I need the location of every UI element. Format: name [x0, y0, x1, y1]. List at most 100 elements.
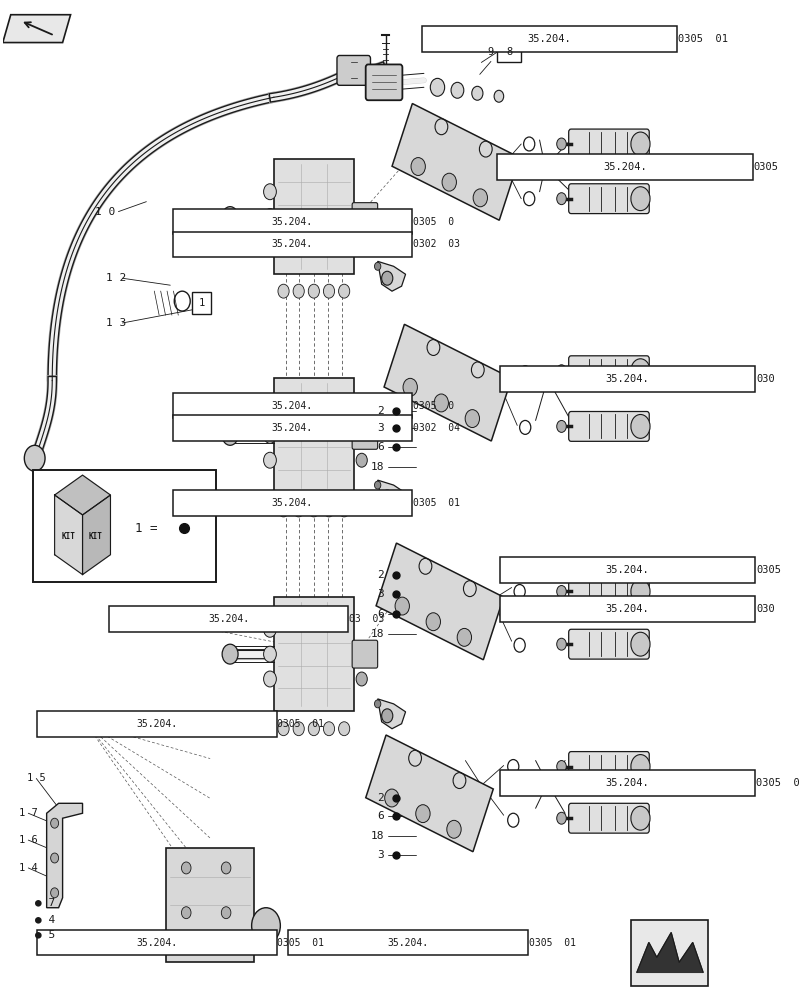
FancyBboxPatch shape	[499, 596, 754, 622]
Circle shape	[465, 410, 479, 428]
Text: 1 0: 1 0	[95, 207, 115, 217]
Polygon shape	[46, 803, 83, 908]
Circle shape	[457, 628, 471, 646]
Circle shape	[630, 187, 650, 211]
Polygon shape	[377, 480, 405, 510]
Circle shape	[308, 503, 319, 517]
Circle shape	[446, 820, 461, 838]
FancyBboxPatch shape	[499, 557, 754, 583]
FancyBboxPatch shape	[191, 292, 211, 314]
Polygon shape	[377, 699, 405, 729]
FancyBboxPatch shape	[173, 415, 412, 441]
FancyBboxPatch shape	[288, 930, 527, 955]
Circle shape	[556, 638, 565, 650]
Circle shape	[264, 646, 276, 662]
Circle shape	[410, 158, 425, 175]
Text: 0305  0: 0305 0	[755, 778, 799, 788]
Text: 0305  01: 0305 01	[677, 34, 727, 44]
Text: 0302  04: 0302 04	[413, 423, 459, 433]
Circle shape	[308, 722, 319, 736]
FancyBboxPatch shape	[273, 159, 354, 274]
Circle shape	[264, 233, 276, 249]
FancyBboxPatch shape	[568, 356, 649, 386]
FancyBboxPatch shape	[273, 597, 354, 711]
Circle shape	[434, 394, 448, 412]
FancyBboxPatch shape	[166, 848, 254, 962]
Text: 1 4: 1 4	[19, 863, 37, 873]
Text: 2: 2	[377, 793, 384, 803]
Circle shape	[556, 365, 565, 377]
Polygon shape	[2, 15, 71, 43]
Circle shape	[338, 722, 350, 736]
FancyBboxPatch shape	[496, 41, 521, 62]
Circle shape	[356, 672, 367, 686]
Text: 0305  01: 0305 01	[528, 938, 575, 948]
Circle shape	[264, 209, 276, 225]
Circle shape	[338, 284, 350, 298]
Circle shape	[630, 580, 650, 603]
FancyBboxPatch shape	[173, 232, 412, 257]
Circle shape	[50, 818, 58, 828]
Text: 35.204.: 35.204.	[605, 565, 649, 575]
Circle shape	[277, 503, 289, 517]
Circle shape	[630, 132, 650, 156]
Circle shape	[323, 503, 334, 517]
Text: 18: 18	[370, 629, 384, 639]
Circle shape	[308, 284, 319, 298]
Text: 3: 3	[377, 423, 384, 433]
Text: 0302  03: 0302 03	[413, 239, 459, 249]
FancyBboxPatch shape	[37, 711, 277, 737]
Polygon shape	[365, 735, 492, 852]
Text: KIT: KIT	[62, 532, 75, 541]
Circle shape	[356, 234, 367, 248]
Circle shape	[384, 789, 398, 807]
Text: 9: 9	[487, 47, 493, 57]
Text: 8: 8	[505, 47, 512, 57]
Circle shape	[264, 403, 276, 418]
Polygon shape	[375, 543, 503, 660]
Circle shape	[323, 284, 334, 298]
Text: ● 5: ● 5	[35, 930, 55, 940]
Text: 35.204.: 35.204.	[136, 938, 177, 948]
Text: 6: 6	[377, 811, 384, 821]
Circle shape	[630, 806, 650, 830]
Text: 18: 18	[370, 831, 384, 841]
FancyBboxPatch shape	[352, 203, 377, 231]
Circle shape	[277, 722, 289, 736]
Circle shape	[402, 378, 417, 396]
Circle shape	[630, 755, 650, 778]
FancyBboxPatch shape	[568, 577, 649, 606]
Circle shape	[222, 425, 238, 445]
Polygon shape	[384, 324, 511, 441]
Circle shape	[430, 78, 444, 96]
Text: 030: 030	[755, 374, 774, 384]
Circle shape	[264, 427, 276, 443]
Circle shape	[630, 632, 650, 656]
Polygon shape	[54, 475, 110, 515]
Circle shape	[181, 907, 191, 919]
Circle shape	[415, 805, 430, 823]
Polygon shape	[392, 104, 519, 220]
Text: 2: 2	[377, 406, 384, 416]
Circle shape	[222, 644, 238, 664]
Text: 18: 18	[370, 462, 384, 472]
FancyBboxPatch shape	[37, 930, 277, 955]
Circle shape	[441, 173, 456, 191]
Polygon shape	[83, 495, 110, 575]
Text: 0305  0: 0305 0	[413, 217, 453, 227]
Text: ● 4: ● 4	[35, 915, 55, 925]
Circle shape	[556, 138, 565, 150]
FancyBboxPatch shape	[568, 411, 649, 441]
Text: 1 5: 1 5	[27, 773, 45, 783]
FancyBboxPatch shape	[173, 393, 412, 418]
FancyBboxPatch shape	[109, 606, 348, 632]
Circle shape	[426, 613, 440, 631]
FancyBboxPatch shape	[568, 184, 649, 214]
Polygon shape	[54, 495, 83, 575]
Text: 35.204.: 35.204.	[136, 719, 177, 729]
Text: 35.204.: 35.204.	[272, 401, 312, 411]
Text: 2: 2	[377, 570, 384, 580]
Text: 35.204.: 35.204.	[605, 778, 649, 788]
Text: 0305  0: 0305 0	[413, 401, 453, 411]
Circle shape	[494, 90, 503, 102]
